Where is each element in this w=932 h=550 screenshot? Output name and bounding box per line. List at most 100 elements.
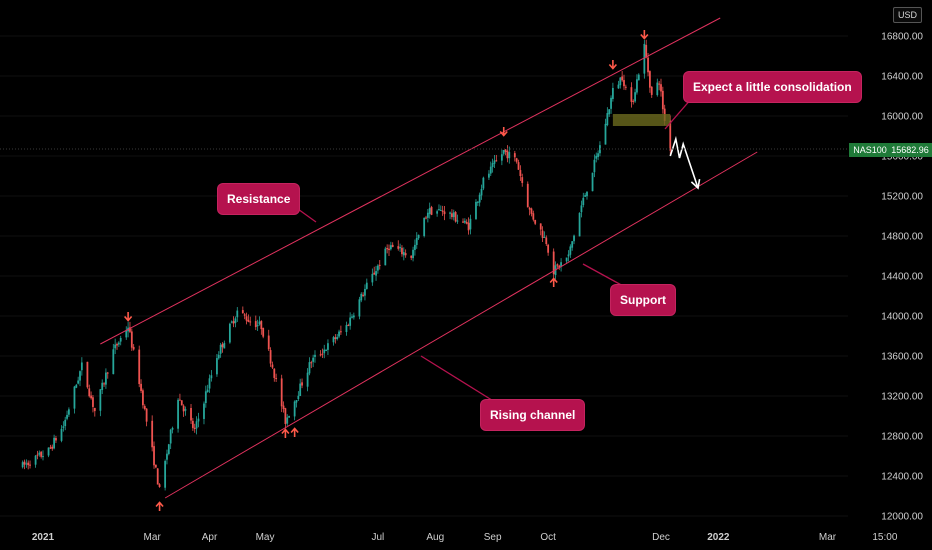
x-tick-label: Mar — [144, 532, 162, 543]
candle — [138, 345, 141, 388]
y-tick-label: 15600.00 — [881, 152, 923, 163]
candle — [364, 284, 366, 301]
candle — [502, 149, 505, 156]
resistance-callout[interactable]: Resistance — [218, 184, 300, 214]
candle-body — [415, 238, 418, 245]
candle-body — [156, 468, 159, 485]
candle — [660, 78, 662, 97]
candle — [64, 416, 67, 431]
candle — [73, 385, 76, 414]
candle — [643, 39, 646, 79]
candle — [260, 320, 263, 335]
candle — [384, 246, 387, 266]
candle-body — [645, 44, 648, 58]
candle — [451, 209, 453, 220]
candle — [539, 223, 542, 236]
consolidation-callout[interactable]: Expect a little consolidation — [684, 72, 861, 102]
candle-body — [334, 337, 337, 340]
marker-arrow-up — [290, 427, 299, 437]
candle — [556, 263, 559, 268]
candle-body — [476, 201, 479, 203]
candle — [349, 312, 352, 330]
candle-body — [236, 310, 239, 318]
resistance-line — [100, 17, 721, 345]
candle — [166, 449, 168, 465]
candle — [593, 154, 596, 178]
candle — [438, 204, 440, 211]
candle — [528, 206, 531, 216]
candle — [439, 205, 442, 211]
candle — [193, 423, 196, 433]
candle — [443, 205, 446, 221]
candle — [154, 464, 157, 469]
candle-body — [349, 317, 352, 326]
candle — [312, 354, 315, 368]
candle — [323, 344, 326, 359]
candle — [171, 426, 174, 434]
candle — [223, 340, 226, 349]
candle — [132, 344, 135, 351]
candle-body — [648, 71, 651, 88]
candle-body — [182, 405, 185, 412]
support-callout[interactable]: Support — [611, 285, 675, 315]
candle-body — [414, 244, 416, 250]
candle — [610, 95, 612, 114]
x-tick-label: Aug — [426, 532, 444, 543]
candle-body — [632, 100, 635, 102]
candle-body — [391, 244, 394, 248]
candle-body — [443, 211, 446, 215]
candle-body — [362, 294, 365, 296]
candle — [116, 342, 118, 350]
candle — [119, 335, 122, 346]
candle-body — [338, 331, 340, 337]
candle-body — [314, 354, 316, 357]
candle-body — [323, 349, 326, 354]
candle-body — [51, 446, 54, 449]
candle — [49, 444, 52, 449]
candle-body — [269, 350, 272, 364]
candle — [504, 149, 507, 156]
candle — [62, 421, 65, 432]
candle-body — [62, 426, 65, 428]
candle-body — [517, 162, 520, 170]
candle — [338, 329, 340, 339]
candle — [236, 307, 239, 322]
candle — [658, 81, 661, 91]
marker-head — [499, 130, 508, 137]
candle — [410, 255, 413, 261]
candle-body — [634, 92, 636, 102]
candle — [267, 329, 270, 352]
rising-channel-callout[interactable]: Rising channel — [481, 400, 585, 430]
candle — [158, 483, 161, 488]
candle — [475, 199, 477, 220]
price-axis[interactable]: 12000.00 12400.00 12800.00 13200.00 13600.00… — [881, 32, 923, 523]
candle-body — [68, 409, 70, 415]
candle — [441, 205, 444, 216]
candle-body — [399, 247, 402, 249]
currency-badge[interactable]: USD — [892, 7, 922, 23]
candle — [293, 400, 296, 421]
candle — [241, 306, 244, 314]
candle — [36, 450, 39, 460]
candle-body — [636, 79, 638, 93]
candle-body — [243, 314, 246, 316]
candle — [93, 407, 96, 417]
candle-body — [40, 451, 43, 457]
candle — [586, 191, 588, 200]
candle — [404, 249, 407, 258]
candle-body — [504, 149, 507, 152]
x-tick-label: 15:00 — [872, 532, 897, 543]
candle-body — [145, 408, 148, 422]
candle — [230, 320, 233, 324]
candle-body — [34, 455, 37, 465]
candle — [480, 184, 483, 200]
candle — [417, 234, 420, 240]
time-axis[interactable]: 2021 Mar Apr May Jul Aug Sep Oct Dec 2022 Mar 15:00 — [32, 532, 898, 543]
candle-body — [500, 154, 503, 161]
candle-body — [347, 324, 350, 326]
candle — [526, 181, 529, 208]
candle — [101, 379, 104, 395]
x-tick-label: 2021 — [32, 532, 55, 543]
candle — [414, 239, 416, 256]
candle-body — [260, 320, 263, 330]
